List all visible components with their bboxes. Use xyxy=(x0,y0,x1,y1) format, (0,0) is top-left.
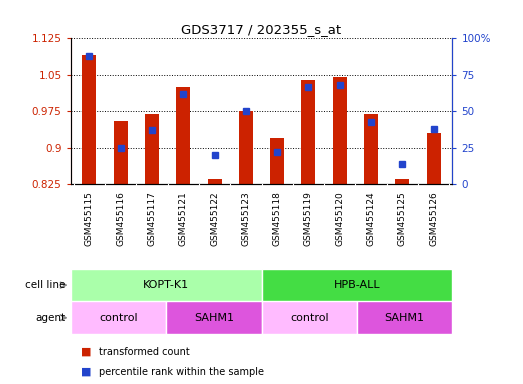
Bar xyxy=(364,114,378,184)
Text: GSM455118: GSM455118 xyxy=(272,191,282,246)
Bar xyxy=(82,55,96,184)
Text: GSM455121: GSM455121 xyxy=(179,191,188,246)
Text: agent: agent xyxy=(35,313,65,323)
Text: GSM455123: GSM455123 xyxy=(241,191,251,246)
Bar xyxy=(357,301,452,334)
Bar xyxy=(301,80,315,184)
Text: ■: ■ xyxy=(81,346,95,357)
Text: GSM455120: GSM455120 xyxy=(335,191,344,246)
Bar xyxy=(176,87,190,184)
Text: KOPT-K1: KOPT-K1 xyxy=(143,280,189,290)
Bar xyxy=(262,269,452,301)
Bar xyxy=(113,121,128,184)
Bar xyxy=(166,301,262,334)
Bar xyxy=(262,301,357,334)
Text: SAHM1: SAHM1 xyxy=(194,313,234,323)
Text: transformed count: transformed count xyxy=(99,346,190,357)
Text: GSM455122: GSM455122 xyxy=(210,191,219,246)
Text: cell line: cell line xyxy=(25,280,65,290)
Text: control: control xyxy=(290,313,328,323)
Text: GSM455116: GSM455116 xyxy=(116,191,125,246)
Bar xyxy=(395,179,410,184)
Bar xyxy=(270,138,284,184)
Text: GSM455125: GSM455125 xyxy=(398,191,407,246)
Text: percentile rank within the sample: percentile rank within the sample xyxy=(99,366,264,377)
Text: HPB-ALL: HPB-ALL xyxy=(334,280,380,290)
Bar xyxy=(71,269,262,301)
Text: SAHM1: SAHM1 xyxy=(385,313,425,323)
Text: ■: ■ xyxy=(81,366,95,377)
Bar xyxy=(208,179,222,184)
Text: GSM455117: GSM455117 xyxy=(147,191,156,246)
Bar xyxy=(239,111,253,184)
Bar xyxy=(427,133,441,184)
Text: GSM455126: GSM455126 xyxy=(429,191,438,246)
Text: GSM455124: GSM455124 xyxy=(367,191,376,246)
Bar xyxy=(333,77,347,184)
Text: control: control xyxy=(99,313,138,323)
Bar xyxy=(71,301,166,334)
Title: GDS3717 / 202355_s_at: GDS3717 / 202355_s_at xyxy=(181,23,342,36)
Text: GSM455119: GSM455119 xyxy=(304,191,313,246)
Bar xyxy=(145,114,159,184)
Text: GSM455115: GSM455115 xyxy=(85,191,94,246)
